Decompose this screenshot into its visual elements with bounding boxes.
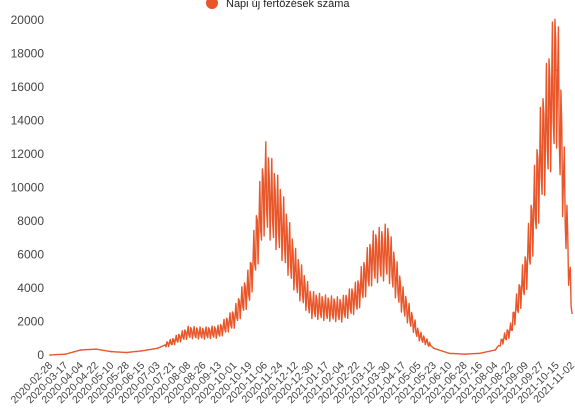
data-point-34[interactable] bbox=[571, 312, 573, 314]
data-point-15[interactable] bbox=[279, 218, 282, 221]
legend-label: Napi új fertőzések száma bbox=[226, 0, 350, 10]
y-tick-label-5: 10000 bbox=[11, 181, 45, 195]
data-point-24[interactable] bbox=[417, 334, 420, 336]
data-point-4[interactable] bbox=[110, 350, 113, 353]
data-point-33[interactable] bbox=[555, 69, 558, 72]
data-point-16[interactable] bbox=[294, 270, 297, 273]
y-tick-label-9: 18000 bbox=[11, 47, 45, 61]
data-point-12[interactable] bbox=[233, 317, 236, 319]
data-point-17[interactable] bbox=[310, 303, 312, 306]
chart-legend[interactable]: Napi új fertőzések száma bbox=[206, 0, 350, 10]
data-point-31[interactable] bbox=[525, 270, 527, 273]
data-point-5[interactable] bbox=[125, 351, 128, 354]
data-point-1[interactable] bbox=[64, 353, 67, 355]
series-layer bbox=[49, 18, 573, 356]
data-point-9[interactable] bbox=[187, 331, 189, 334]
series-line-napi-uj-fertozesek[interactable] bbox=[50, 18, 573, 356]
data-point-18[interactable] bbox=[325, 307, 328, 309]
data-point-3[interactable] bbox=[95, 348, 97, 350]
data-point-10[interactable] bbox=[202, 332, 205, 335]
data-point-2[interactable] bbox=[79, 349, 82, 351]
y-tick-label-7: 14000 bbox=[11, 114, 45, 128]
data-point-11[interactable] bbox=[218, 330, 220, 333]
y-tick-label-1: 2000 bbox=[17, 315, 44, 329]
data-point-21[interactable] bbox=[371, 257, 374, 259]
data-point-7[interactable] bbox=[156, 347, 159, 350]
y-tick-label-2: 4000 bbox=[17, 281, 44, 295]
data-point-8[interactable] bbox=[172, 340, 174, 343]
y-tick-label-0: 0 bbox=[37, 348, 44, 362]
data-point-32[interactable] bbox=[540, 153, 543, 155]
data-point-25[interactable] bbox=[433, 347, 435, 350]
data-point-23[interactable] bbox=[402, 300, 404, 303]
legend-marker bbox=[206, 0, 218, 9]
y-tick-label-10: 20000 bbox=[11, 13, 45, 27]
data-point-0[interactable] bbox=[49, 354, 51, 356]
data-point-22[interactable] bbox=[386, 250, 389, 252]
y-tick-label-6: 12000 bbox=[11, 147, 45, 161]
data-point-30[interactable] bbox=[509, 329, 512, 331]
data-point-19[interactable] bbox=[340, 308, 343, 311]
data-point-6[interactable] bbox=[141, 350, 143, 352]
data-point-14[interactable] bbox=[264, 185, 266, 187]
data-point-26[interactable] bbox=[448, 352, 450, 355]
y-axis: 0 2000 4000 6000 8000 10000 12000 14000 16000 180… bbox=[11, 13, 45, 362]
x-axis: 2020-02-282020-03-172020-04-042020-04-22… bbox=[9, 360, 575, 407]
data-point-13[interactable] bbox=[248, 283, 251, 286]
y-tick-label-4: 8000 bbox=[17, 214, 44, 228]
data-point-28[interactable] bbox=[479, 352, 481, 355]
data-point-20[interactable] bbox=[356, 295, 358, 298]
data-point-29[interactable] bbox=[494, 349, 497, 351]
y-tick-label-3: 6000 bbox=[17, 248, 44, 262]
y-tick-label-8: 16000 bbox=[11, 80, 45, 94]
data-point-27[interactable] bbox=[463, 353, 466, 355]
